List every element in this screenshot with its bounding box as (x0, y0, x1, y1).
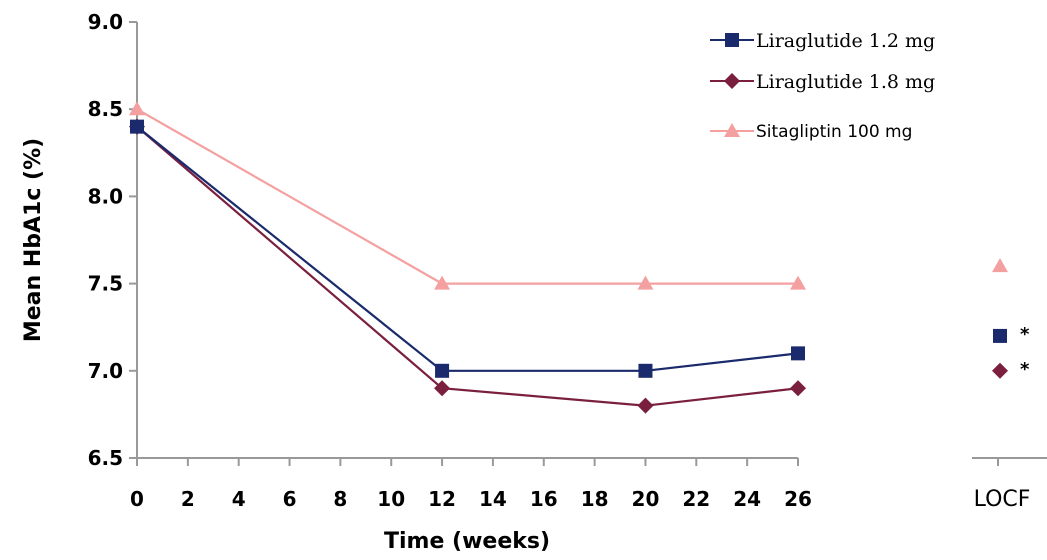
series-line-0 (136, 125, 799, 372)
locf-point-diamond (992, 362, 1008, 379)
y-ticks: 6.5 7.0 7.5 8.0 8.5 9.0 (88, 10, 137, 470)
series-line-1 (136, 125, 799, 407)
legend-label-2: Liraglutide 1.8 mg (756, 71, 935, 93)
x-tick-label: 8 (333, 487, 347, 511)
x-tick-label: 4 (232, 487, 246, 511)
data-point-triangle (129, 101, 145, 116)
data-point-triangle (790, 275, 806, 290)
series-layer (129, 101, 806, 414)
x-tick-label: 6 (283, 487, 297, 511)
locf-label: LOCF (974, 487, 1031, 512)
y-tick-label: 6.5 (88, 446, 123, 470)
x-tick-label: 2 (181, 487, 195, 511)
series-line-2 (136, 108, 798, 285)
locf-point-square (993, 328, 1007, 343)
x-tick-label: 10 (377, 487, 405, 511)
legend-marker-square (725, 33, 739, 47)
x-tick-label: 20 (632, 487, 660, 511)
locf-point-triangle (992, 258, 1008, 273)
legend-marker-diamond (724, 73, 740, 89)
x-tick-label: 0 (130, 487, 144, 511)
x-axis-title: Time (weeks) (384, 529, 550, 554)
y-tick-label: 7.5 (88, 272, 123, 296)
locf-layer: ** (992, 258, 1030, 380)
x-ticks: 0 2 4 6 8 10 12 14 16 18 20 22 24 26 (130, 458, 812, 511)
legend-label-3: Sitagliptin 100 mg (756, 122, 912, 142)
data-point-diamond (637, 397, 654, 414)
legend-item-liraglutide-1-2: Liraglutide 1.2 mg (710, 30, 935, 52)
y-tick-label: 8.0 (88, 184, 123, 208)
data-point-diamond (790, 380, 806, 397)
x-tick-label: 14 (479, 487, 507, 511)
legend-item-sitagliptin-100: Sitagliptin 100 mg (710, 122, 912, 142)
data-point-square (791, 346, 805, 361)
x-tick-label: 26 (784, 487, 812, 511)
legend: Liraglutide 1.2 mg Liraglutide 1.8 mg Si… (710, 30, 935, 142)
data-point-diamond (434, 380, 451, 397)
legend-marker-triangle (724, 123, 740, 137)
y-tick-label: 9.0 (88, 10, 123, 34)
x-tick-label: 24 (733, 487, 761, 511)
legend-label-1: Liraglutide 1.2 mg (756, 30, 935, 52)
data-point-triangle (434, 275, 451, 290)
data-point-square (638, 363, 653, 378)
data-point-triangle (637, 275, 654, 290)
locf-significance-marker: * (1020, 359, 1030, 380)
y-tick-label: 7.0 (88, 359, 123, 383)
locf-significance-marker: * (1020, 324, 1030, 345)
x-tick-label: 12 (428, 487, 456, 511)
y-tick-label: 8.5 (88, 97, 123, 121)
data-point-square (435, 363, 450, 378)
y-axis-title: Mean HbA1c (%) (21, 138, 46, 342)
data-point-square (130, 119, 144, 134)
legend-item-liraglutide-1-8: Liraglutide 1.8 mg (710, 71, 935, 93)
x-tick-label: 22 (682, 487, 710, 511)
x-tick-label: 16 (530, 487, 558, 511)
x-tick-label: 18 (581, 487, 609, 511)
